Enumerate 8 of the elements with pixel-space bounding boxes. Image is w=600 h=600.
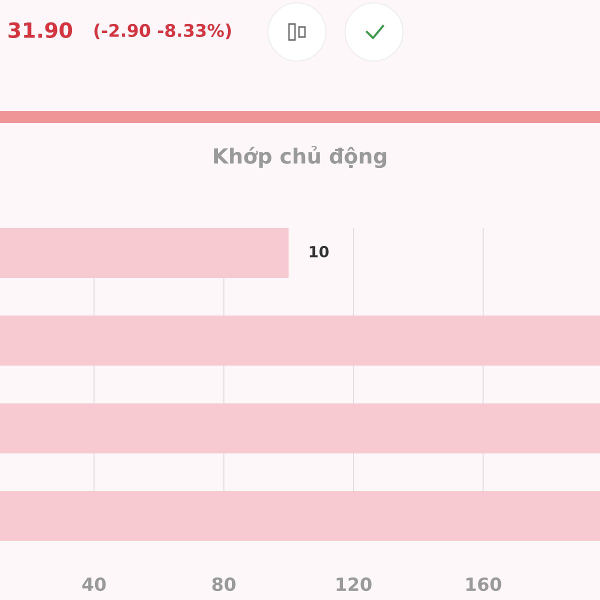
chart-title: Khớp chủ động <box>214 146 386 168</box>
x-tick-label: 120 <box>336 577 372 592</box>
text: 31.90 <box>8 22 72 38</box>
x-tick-label: 80 <box>212 577 236 592</box>
x-tick-label: 40 <box>82 577 106 592</box>
text: (-2.90 -8.33%) <box>94 24 231 40</box>
x-tick-label: 160 <box>466 577 502 592</box>
annotation: 10 <box>310 246 329 258</box>
